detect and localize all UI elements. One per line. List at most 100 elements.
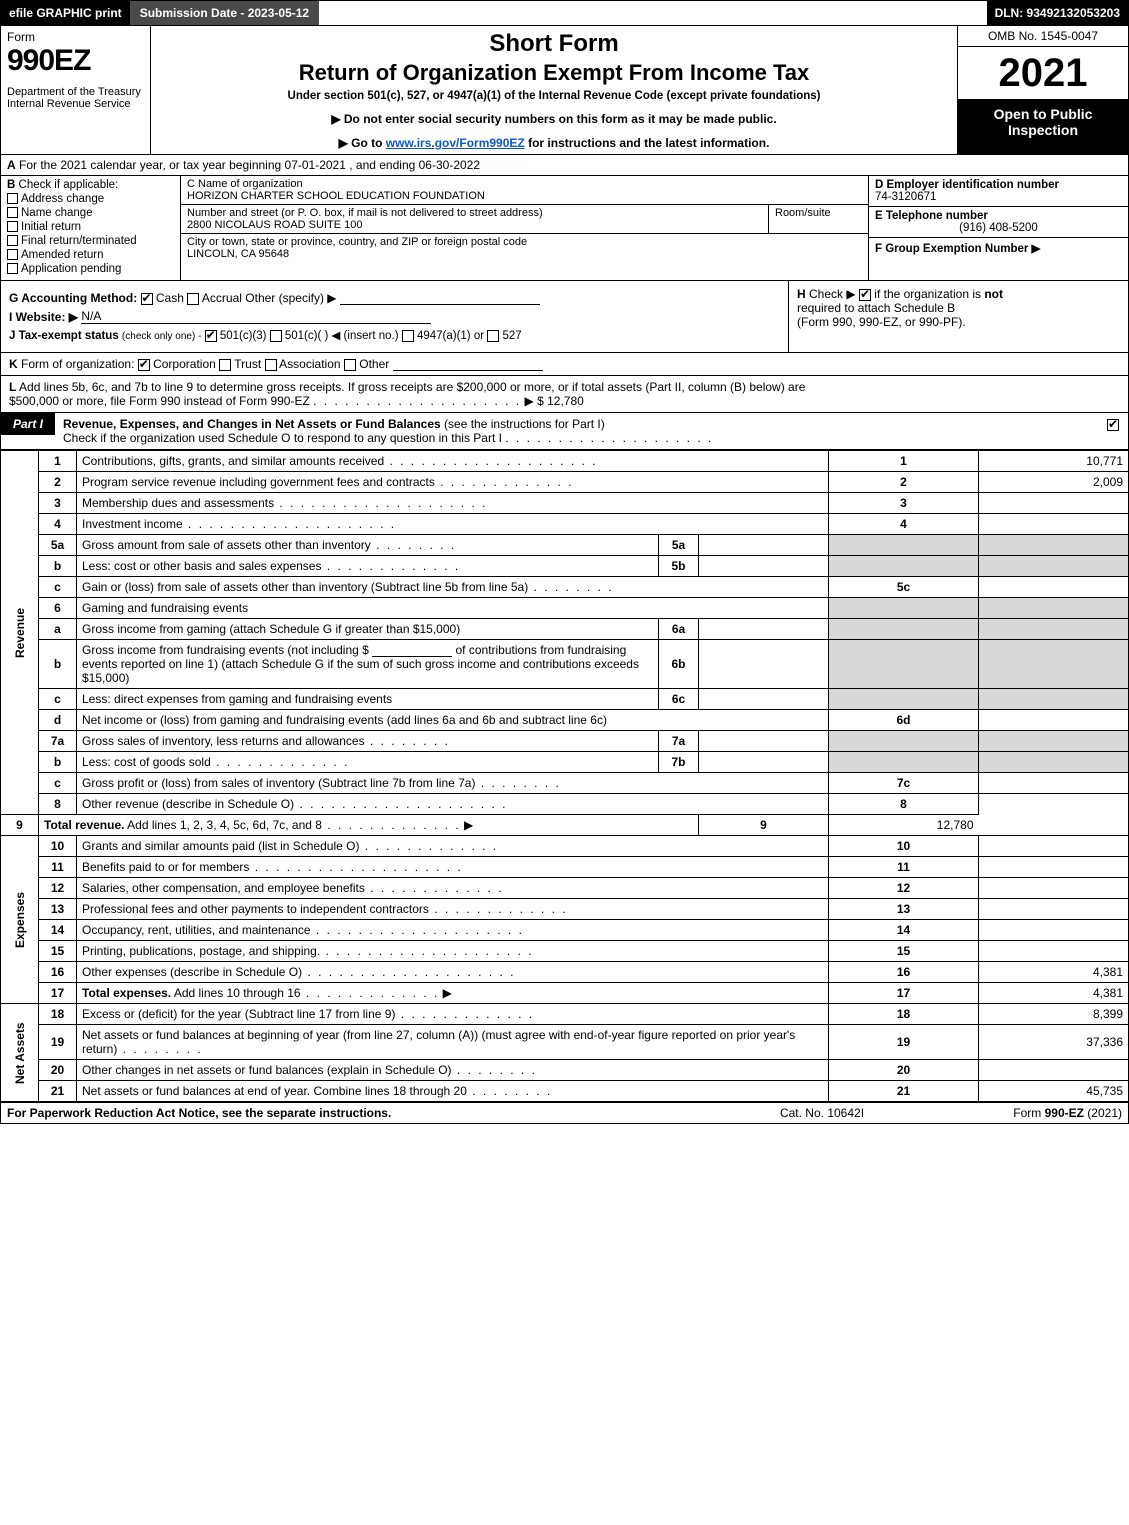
row2-num: 2 [39,472,77,493]
chk-h[interactable] [859,289,871,301]
header-center-col: Short Form Return of Organization Exempt… [151,26,958,154]
chk-4947[interactable] [402,330,414,342]
row15-idx: 15 [829,941,979,962]
row21-val: 45,735 [979,1081,1129,1102]
chk-address-change[interactable] [7,193,18,204]
row-bcd: B Check if applicable: Address change Na… [0,176,1129,280]
row18-idx: 18 [829,1004,979,1025]
row5a-minival [699,535,829,556]
chk-501c[interactable] [270,330,282,342]
group-exemption-label: F Group Exemption Number ▶ [875,243,1040,255]
row15-val [979,941,1129,962]
row6c-val-shaded [979,689,1129,710]
row11-val [979,857,1129,878]
row13-idx: 13 [829,899,979,920]
chk-corporation[interactable] [138,359,150,371]
row-6b: b Gross income from fundraising events (… [1,640,1129,689]
row-21: 21 Net assets or fund balances at end of… [1,1081,1129,1102]
tax-year: 2021 [958,47,1128,100]
goto-line: ▶ Go to www.irs.gov/Form990EZ for instru… [159,136,949,150]
row6d-desc: Net income or (loss) from gaming and fun… [82,713,607,727]
row21-desc: Net assets or fund balances at end of ye… [82,1084,467,1098]
chk-final-return[interactable] [7,235,18,246]
i-label: I Website: ▶ [9,310,78,324]
row-13: 13 Professional fees and other payments … [1,899,1129,920]
l-amount: $ 12,780 [537,394,584,408]
row6b-idx-shaded [829,640,979,689]
lbl-application-pending: Application pending [21,263,121,275]
row6-num: 6 [39,598,77,619]
row17-idx: 17 [829,983,979,1004]
chk-name-change[interactable] [7,207,18,218]
row7b-val-shaded [979,752,1129,773]
row17-desc: Add lines 10 through 16 [174,986,301,1000]
row18-val: 8,399 [979,1004,1129,1025]
row5b-num: b [39,556,77,577]
row-7a: 7a Gross sales of inventory, less return… [1,731,1129,752]
lbl-other-specify: Other (specify) ▶ [245,291,336,305]
tel-value: (916) 408-5200 [875,222,1122,234]
h-text4: (Form 990, 990-EZ, or 990-PF). [797,315,966,329]
h-lead: H [797,287,806,301]
row-6c: c Less: direct expenses from gaming and … [1,689,1129,710]
row18-num: 18 [39,1004,77,1025]
row6a-desc: Gross income from gaming (attach Schedul… [82,622,460,636]
chk-initial-return[interactable] [7,221,18,232]
chk-527[interactable] [487,330,499,342]
row6a-minival [699,619,829,640]
chk-other-org[interactable] [344,359,356,371]
ein-value: 74-3120671 [875,191,936,203]
lbl-4947: 4947(a)(1) or [417,330,484,342]
irs-link[interactable]: www.irs.gov/Form990EZ [386,136,525,150]
row6-desc: Gaming and fundraising events [77,598,829,619]
row4-idx: 4 [829,514,979,535]
part1-title-bold: Revenue, Expenses, and Changes in Net As… [63,417,441,431]
lbl-name-change: Name change [21,207,93,219]
revenue-table: Revenue 1 Contributions, gifts, grants, … [0,450,1129,1102]
row6a-num: a [39,619,77,640]
row5b-idx-shaded [829,556,979,577]
row3-num: 3 [39,493,77,514]
subtitle: Under section 501(c), 527, or 4947(a)(1)… [159,90,949,102]
chk-application-pending[interactable] [7,263,18,274]
row13-desc: Professional fees and other payments to … [82,902,429,916]
org-name-value: HORIZON CHARTER SCHOOL EDUCATION FOUNDAT… [187,190,862,202]
row6d-num: d [39,710,77,731]
form-number: 990EZ [7,44,144,78]
other-org-field[interactable] [393,370,543,371]
chk-trust[interactable] [219,359,231,371]
chk-accrual[interactable] [187,293,199,305]
row-6: 6 Gaming and fundraising events [1,598,1129,619]
bottom-line: For Paperwork Reduction Act Notice, see … [0,1102,1129,1124]
row18-desc: Excess or (deficit) for the year (Subtra… [82,1007,395,1021]
l-text2: $500,000 or more, file Form 990 instead … [9,394,310,408]
row21-idx: 21 [829,1081,979,1102]
ein-label: D Employer identification number [875,179,1059,191]
part1-title: Revenue, Expenses, and Changes in Net As… [55,413,1098,449]
row6d-idx: 6d [829,710,979,731]
row-4: 4 Investment income 4 [1,514,1129,535]
chk-cash[interactable] [141,293,153,305]
row-17: 17 Total expenses. Add lines 10 through … [1,983,1129,1004]
chk-amended-return[interactable] [7,249,18,260]
row9-num: 9 [1,815,39,836]
h-right: H Check ▶ if the organization is not req… [788,281,1128,352]
row14-desc: Occupancy, rent, utilities, and maintena… [82,923,311,937]
part1-check [1098,413,1128,435]
city-label: City or town, state or province, country… [187,236,862,248]
header-right-col: OMB No. 1545-0047 2021 Open to Public In… [958,26,1128,154]
row8-desc: Other revenue (describe in Schedule O) [82,797,294,811]
row5a-val-shaded [979,535,1129,556]
chk-501c3[interactable] [205,330,217,342]
chk-schedule-o[interactable] [1107,419,1119,431]
chk-association[interactable] [265,359,277,371]
lbl-501c: 501(c)( ) ◀ (insert no.) [285,330,399,342]
row6-val-shaded [979,598,1129,619]
row7b-idx-shaded [829,752,979,773]
h-text2: if the organization is [874,287,984,301]
row15-num: 15 [39,941,77,962]
row6c-minival [699,689,829,710]
lbl-other-org: Other [359,357,389,371]
other-specify-field[interactable] [340,304,540,305]
g-label: G Accounting Method: [9,291,137,305]
